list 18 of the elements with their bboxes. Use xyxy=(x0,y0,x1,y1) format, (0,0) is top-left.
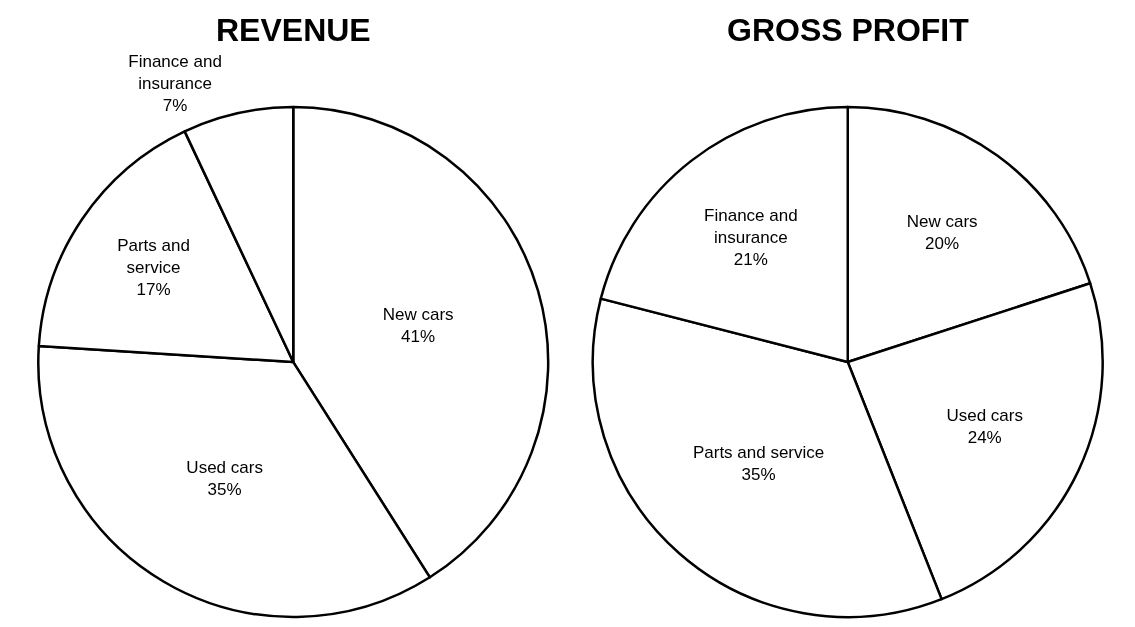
slice-label: Finance and insurance xyxy=(128,51,222,93)
slice-label: Parts and service xyxy=(117,235,190,277)
slice-label: New cars xyxy=(382,305,454,325)
slice-label: Parts and service xyxy=(692,442,825,462)
data-label: 41% xyxy=(401,327,436,347)
slice-label: Finance and insurance xyxy=(704,205,798,247)
data-label: 35% xyxy=(207,479,242,499)
data-label: 17% xyxy=(136,279,171,299)
slice-label: Used cars xyxy=(186,457,263,477)
data-label: 20% xyxy=(925,233,960,253)
chart-title: GROSS PROFIT xyxy=(727,12,970,48)
slice-label: Used cars xyxy=(946,405,1023,425)
slice-label: New cars xyxy=(906,211,978,231)
data-label: 7% xyxy=(162,95,188,115)
data-label: 21% xyxy=(733,249,768,269)
data-label: 35% xyxy=(741,464,776,484)
data-label: 24% xyxy=(967,428,1002,448)
chart-title: REVENUE xyxy=(216,12,371,48)
